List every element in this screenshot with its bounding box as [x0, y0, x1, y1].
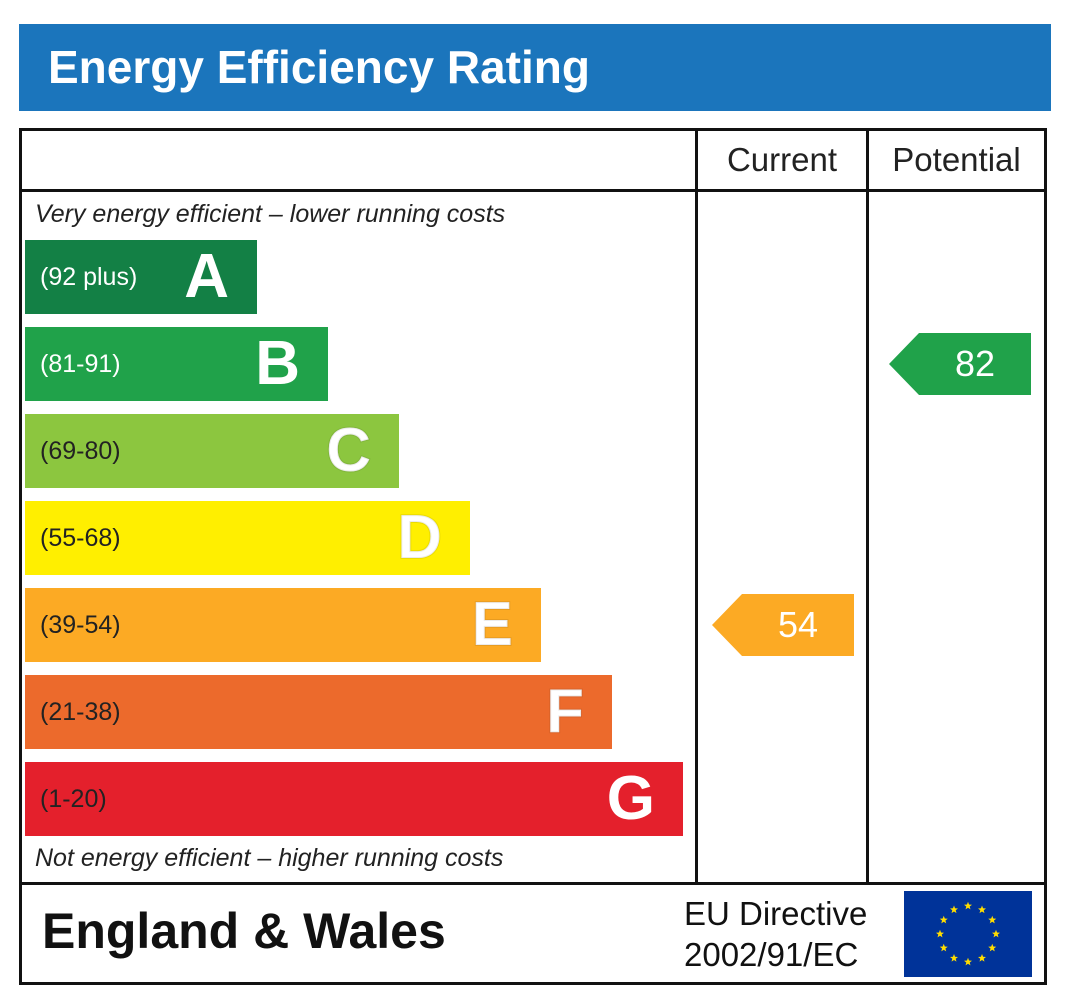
arrow-current-body: 54	[742, 594, 854, 656]
column-divider-potential	[866, 128, 869, 885]
band-c: (69-80) C	[25, 414, 399, 488]
band-f: (21-38) F	[25, 675, 612, 749]
eu-star-icon	[950, 905, 958, 914]
band-e: (39-54) E	[25, 588, 541, 662]
eu-stars	[936, 901, 1000, 966]
eu-star-icon	[950, 954, 958, 962]
arrow-potential-value: 82	[954, 343, 996, 384]
band-d: (55-68) D	[25, 501, 470, 575]
band-c-letter: C	[325, 415, 372, 486]
eu-directive-line1: EU Directive	[684, 895, 868, 932]
arrow-potential: 82	[889, 333, 1031, 395]
column-divider-current	[695, 128, 698, 885]
arrow-potential-body: 82	[919, 333, 1031, 395]
eu-star-icon	[992, 929, 1000, 938]
eu-star-icon	[964, 901, 972, 910]
arrow-potential-tip	[889, 333, 919, 395]
band-a: (92 plus) A	[25, 240, 257, 314]
eu-star-icon	[978, 954, 986, 962]
band-f-range: (21-38)	[40, 698, 121, 726]
band-d-range: (55-68)	[40, 524, 121, 552]
band-g: (1-20) G	[25, 762, 683, 836]
eu-star-icon	[936, 929, 944, 938]
band-g-letter: G	[606, 764, 655, 833]
band-c-range: (69-80)	[40, 437, 121, 465]
column-header-potential: Potential	[892, 141, 1021, 178]
arrow-current-tip	[712, 594, 742, 656]
footer-country: England & Wales	[42, 903, 446, 959]
footer-divider	[19, 882, 1047, 885]
eu-star-icon	[988, 943, 997, 952]
eu-star-icon	[939, 915, 948, 924]
band-b-letter: B	[255, 329, 300, 398]
header-row-divider	[19, 189, 1047, 192]
note-very-efficient: Very energy efficient – lower running co…	[35, 200, 506, 228]
eu-star-icon	[988, 915, 997, 924]
band-e-letter: E	[471, 589, 514, 660]
arrow-current: 54	[712, 594, 854, 656]
band-b-range: (81-91)	[40, 350, 121, 378]
band-a-range: (92 plus)	[40, 263, 138, 291]
eu-flag-icon	[904, 891, 1032, 977]
band-a-letter: A	[184, 242, 229, 311]
title-bar: Energy Efficiency Rating	[19, 24, 1051, 111]
band-g-range: (1-20)	[40, 785, 107, 813]
band-d-letter: D	[396, 502, 443, 573]
band-b: (81-91) B	[25, 327, 328, 401]
note-not-efficient: Not energy efficient – higher running co…	[35, 844, 504, 872]
arrow-current-value: 54	[777, 604, 819, 645]
eu-star-icon	[978, 905, 986, 914]
eu-star-icon	[939, 943, 948, 952]
column-header-current: Current	[726, 141, 838, 178]
band-e-range: (39-54)	[40, 611, 121, 639]
eu-directive: EU Directive 2002/91/EC	[684, 893, 867, 975]
band-f-letter: F	[545, 676, 585, 747]
chart-title: Energy Efficiency Rating	[48, 41, 590, 93]
eu-star-icon	[964, 957, 972, 966]
eu-directive-line2: 2002/91/EC	[684, 936, 859, 973]
rating-table	[19, 128, 1047, 985]
